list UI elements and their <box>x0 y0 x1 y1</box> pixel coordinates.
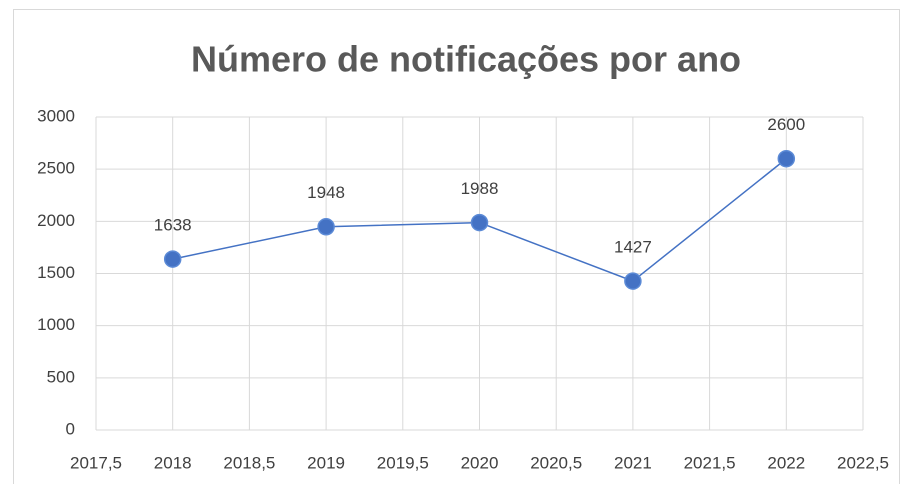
data-point <box>163 250 182 268</box>
data-label: 2600 <box>767 115 805 134</box>
data-label: 1948 <box>307 183 345 202</box>
data-point <box>624 272 642 290</box>
x-tick-label: 2020,5 <box>530 453 582 472</box>
x-tick-label: 2018,5 <box>223 453 275 472</box>
data-point <box>317 218 335 236</box>
y-tick-label: 2500 <box>37 159 75 178</box>
x-tick-label: 2019 <box>307 453 345 472</box>
chart-title: Número de notificações por ano <box>191 39 741 80</box>
x-tick-label: 2018 <box>154 453 192 472</box>
y-tick-label: 2000 <box>37 211 75 230</box>
x-tick-label: 2020 <box>461 453 499 472</box>
data-label: 1638 <box>154 216 192 235</box>
data-label: 1427 <box>614 238 652 257</box>
x-tick-label: 2022 <box>767 453 805 472</box>
x-tick-label: 2019,5 <box>377 453 429 472</box>
y-tick-label: 1000 <box>37 315 75 334</box>
chart-frame <box>13 9 900 484</box>
x-tick-label: 2017,5 <box>70 453 122 472</box>
x-tick-label: 2022,5 <box>837 453 889 472</box>
data-label: 1988 <box>461 179 499 198</box>
data-point <box>777 149 796 168</box>
x-tick-label: 2021 <box>614 453 652 472</box>
y-tick-label: 3000 <box>37 106 75 125</box>
y-tick-label: 0 <box>66 419 75 438</box>
y-tick-label: 500 <box>47 367 75 386</box>
data-point <box>470 213 489 232</box>
x-tick-label: 2021,5 <box>684 453 736 472</box>
y-tick-label: 1500 <box>37 263 75 282</box>
